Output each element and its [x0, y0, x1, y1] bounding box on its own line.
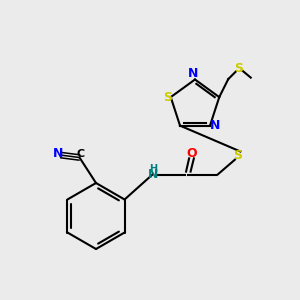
- Text: H: H: [149, 164, 158, 175]
- Text: N: N: [53, 147, 63, 160]
- Text: C: C: [77, 149, 85, 159]
- Text: S: S: [233, 148, 242, 162]
- Text: N: N: [188, 67, 199, 80]
- Text: S: S: [163, 91, 172, 103]
- Text: N: N: [148, 168, 159, 181]
- Text: N: N: [210, 119, 220, 132]
- Text: O: O: [186, 146, 197, 160]
- Text: S: S: [234, 62, 243, 75]
